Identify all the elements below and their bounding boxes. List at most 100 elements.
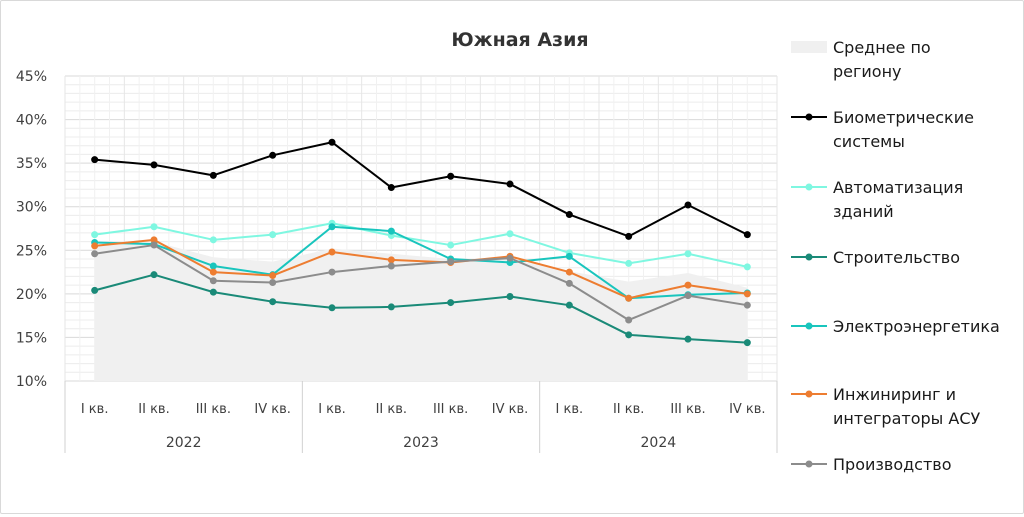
legend: Среднее по региону Биометрические системы Ав… <box>791 38 1000 474</box>
data-point <box>684 201 692 209</box>
data-point <box>328 248 336 256</box>
series-layer <box>91 138 751 347</box>
data-point <box>743 231 751 239</box>
data-point <box>625 259 633 267</box>
x-tick-label: IV кв. <box>492 402 529 417</box>
data-point <box>328 304 336 312</box>
data-point <box>565 252 573 260</box>
data-point <box>447 258 455 266</box>
data-point <box>328 268 336 276</box>
year-label: 2023 <box>403 435 439 451</box>
data-point <box>387 227 395 235</box>
data-point <box>625 316 633 324</box>
data-point <box>328 223 336 231</box>
data-point <box>91 156 99 164</box>
data-point <box>565 268 573 276</box>
series-0 <box>91 138 751 240</box>
year-label: 2022 <box>166 435 202 451</box>
average-area-layer <box>94 241 748 381</box>
data-point <box>209 262 217 270</box>
data-point <box>684 292 692 300</box>
data-point <box>150 223 158 231</box>
y-tick-label: 15% <box>16 330 47 346</box>
data-point <box>91 231 99 239</box>
data-point <box>91 242 99 250</box>
data-point <box>565 211 573 219</box>
data-point <box>565 279 573 287</box>
data-point <box>743 301 751 309</box>
data-point <box>684 281 692 289</box>
y-tick-label: 10% <box>16 374 47 390</box>
data-point <box>387 303 395 311</box>
legend-label: Автоматизация <box>833 178 963 197</box>
data-point <box>209 277 217 285</box>
series-line <box>94 141 748 238</box>
data-point <box>209 268 217 276</box>
series-line <box>94 244 748 321</box>
data-point <box>269 151 277 159</box>
data-point <box>150 271 158 279</box>
data-point <box>625 331 633 339</box>
legend-label-line2: зданий <box>833 202 894 221</box>
data-point <box>209 236 217 244</box>
series-5 <box>91 241 751 324</box>
data-point <box>269 298 277 306</box>
x-tick-label: I кв. <box>81 402 109 417</box>
data-point <box>684 250 692 258</box>
legend-label-line2: региону <box>833 62 902 81</box>
data-point <box>91 286 99 294</box>
data-point <box>743 339 751 347</box>
data-point <box>387 256 395 264</box>
x-tick-label: IV кв. <box>254 402 291 417</box>
x-tick-label: I кв. <box>318 402 346 417</box>
legend-label: Биометрические <box>833 108 974 127</box>
legend-label: Строительство <box>833 248 960 267</box>
legend-label-line2: интеграторы АСУ <box>833 409 980 428</box>
data-point <box>328 138 336 146</box>
legend-swatch-marker <box>805 253 813 261</box>
data-point <box>150 241 158 249</box>
legend-label: Среднее по <box>833 38 931 57</box>
legend-swatch-marker <box>805 113 813 121</box>
data-point <box>625 232 633 240</box>
series-line <box>94 225 748 300</box>
data-point <box>150 161 158 169</box>
data-point <box>91 250 99 258</box>
data-point <box>269 279 277 287</box>
chart-title: Южная Азия <box>451 29 588 51</box>
legend-label-line2: системы <box>833 132 905 151</box>
y-tick-label: 40% <box>16 113 47 129</box>
x-axis: I кв. II кв. III кв. IV кв. I кв. II кв. III к… <box>64 381 778 453</box>
data-point <box>506 254 514 262</box>
x-tick-label: II кв. <box>376 402 407 417</box>
data-point <box>269 272 277 280</box>
legend-swatch-marker <box>805 460 813 468</box>
y-tick-label: 45% <box>16 69 47 85</box>
data-point <box>447 172 455 180</box>
data-point <box>506 292 514 300</box>
x-tick-label: III кв. <box>433 402 468 417</box>
legend-label: Производство <box>833 455 952 474</box>
data-point <box>506 230 514 238</box>
data-point <box>625 294 633 302</box>
data-point <box>387 184 395 192</box>
data-point <box>387 262 395 270</box>
series-line <box>94 222 748 268</box>
x-tick-label: III кв. <box>196 402 231 417</box>
legend-label: Электроэнергетика <box>833 317 1000 336</box>
legend-label: Инжиниринг и <box>833 385 956 404</box>
legend-swatch-marker <box>805 322 813 330</box>
data-point <box>447 299 455 307</box>
x-tick-label: III кв. <box>670 402 705 417</box>
data-point <box>209 171 217 179</box>
data-point <box>269 231 277 239</box>
x-tick-label: II кв. <box>613 402 644 417</box>
data-point <box>684 335 692 343</box>
data-point <box>506 180 514 188</box>
series-2 <box>91 271 751 347</box>
data-point <box>743 290 751 298</box>
average-area <box>94 241 748 381</box>
data-point <box>565 301 573 309</box>
